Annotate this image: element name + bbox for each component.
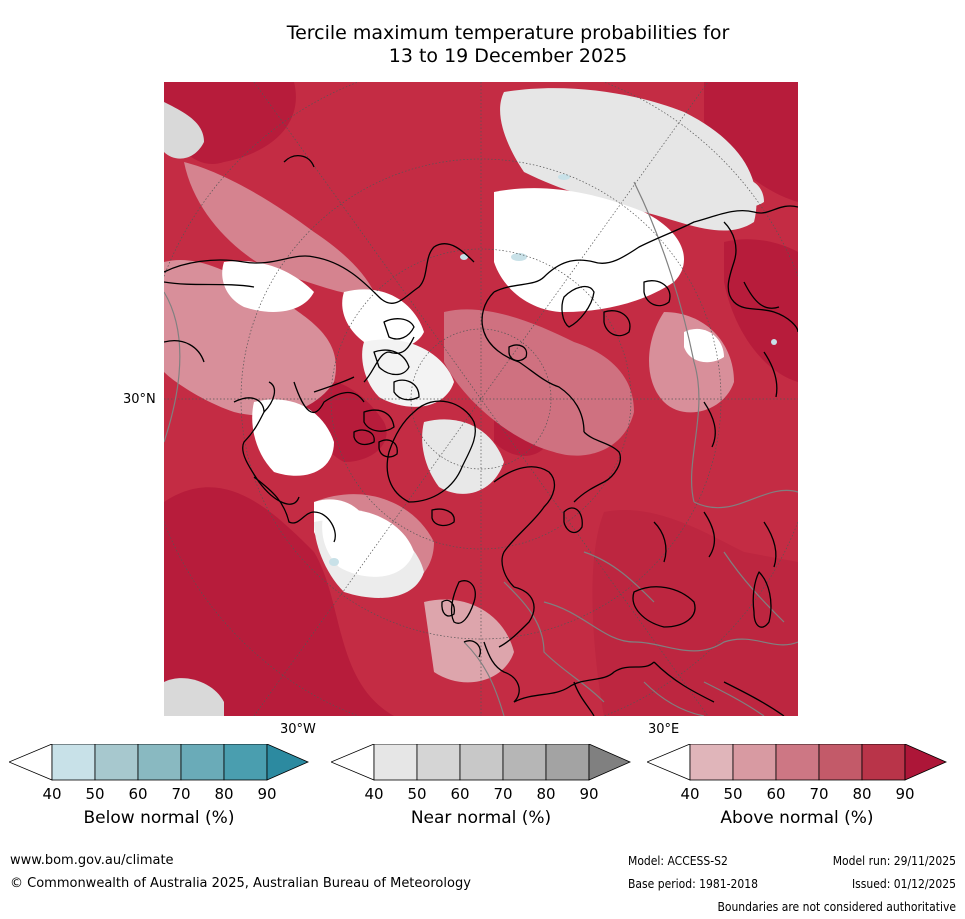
map-region-below bbox=[329, 558, 339, 566]
map-region-below bbox=[460, 254, 468, 260]
map-region-white bbox=[684, 328, 724, 363]
colorbar-swatch bbox=[94, 744, 139, 781]
latitude-label: 30°N bbox=[123, 392, 156, 407]
colorbar-tick: 60 bbox=[128, 785, 148, 803]
colorbar-swatch bbox=[647, 744, 691, 781]
colorbar-tick: 70 bbox=[809, 785, 829, 803]
map-region-white bbox=[222, 261, 314, 312]
colorbar-tick: 70 bbox=[493, 785, 513, 803]
colorbar-swatch bbox=[904, 744, 947, 781]
colorbar-tick: 40 bbox=[42, 785, 62, 803]
issued-date: Issued: 01/12/2025 bbox=[851, 877, 956, 891]
map-region-dark bbox=[704, 82, 798, 202]
map-region-white bbox=[362, 339, 454, 407]
title-line-1: Tercile maximum temperature probabilitie… bbox=[286, 22, 730, 44]
colorbar-tick: 70 bbox=[171, 785, 191, 803]
colorbar-swatch bbox=[818, 744, 863, 781]
colorbar-swatch bbox=[588, 744, 631, 781]
colorbar-near-normal: 40 50 60 70 80 90 Near normal (%) bbox=[331, 744, 631, 834]
country-borders bbox=[164, 181, 798, 716]
map-region-white bbox=[252, 399, 334, 476]
base-period: Base period: 1981-2018 bbox=[628, 877, 759, 891]
colorbar-swatch bbox=[545, 744, 590, 781]
model-name: Model: ACCESS-S2 bbox=[628, 854, 728, 868]
colorbar-swatch bbox=[689, 744, 734, 781]
colorbar-tick: 50 bbox=[407, 785, 427, 803]
map-region-near bbox=[164, 678, 224, 716]
map-region-near bbox=[422, 419, 504, 494]
colorbar-swatch bbox=[180, 744, 225, 781]
colorbar-tick: 60 bbox=[766, 785, 786, 803]
colorbar-swatch bbox=[223, 744, 268, 781]
colorbar-tick: 90 bbox=[257, 785, 277, 803]
map-region-below bbox=[558, 174, 570, 180]
colorbar-label: Below normal (%) bbox=[83, 808, 235, 828]
colorbar-swatch bbox=[266, 744, 309, 781]
colorbar-swatch bbox=[137, 744, 182, 781]
map-region-dark bbox=[592, 510, 798, 716]
colorbar-swatch bbox=[732, 744, 777, 781]
colorbar-swatch bbox=[775, 744, 820, 781]
colorbar-swatch bbox=[416, 744, 461, 781]
colorbar-tick: 50 bbox=[85, 785, 105, 803]
map-region-near bbox=[500, 88, 757, 231]
map-region-light bbox=[164, 260, 336, 416]
colorbar-swatch bbox=[861, 744, 906, 781]
model-run: Model run: 29/11/2025 bbox=[832, 854, 956, 868]
colorbar-above-normal-swatches bbox=[647, 744, 947, 781]
colorbar-near-normal-swatches bbox=[331, 744, 631, 781]
coastlines bbox=[164, 155, 798, 716]
colorbar-label: Above normal (%) bbox=[720, 808, 874, 828]
map-region-white bbox=[322, 509, 414, 577]
colorbar-tick: 80 bbox=[852, 785, 872, 803]
colorbar-above-normal: 40 50 60 70 80 90 Above normal (%) bbox=[647, 744, 947, 834]
map-region-near bbox=[164, 102, 204, 159]
title-line-2: 13 to 19 December 2025 bbox=[388, 45, 628, 67]
colorbar-label: Near normal (%) bbox=[410, 808, 552, 828]
disclaimer: Boundaries are not considered authoritat… bbox=[717, 900, 956, 914]
colorbar-swatch bbox=[459, 744, 504, 781]
longitude-label-west: 30°W bbox=[280, 722, 316, 737]
map-region-white bbox=[342, 289, 424, 349]
colorbar-swatch bbox=[373, 744, 418, 781]
colorbar-below-normal-swatches bbox=[9, 744, 309, 781]
colorbar-tick: 80 bbox=[536, 785, 556, 803]
map-region-white bbox=[538, 232, 614, 284]
longitude-label-east: 30°E bbox=[648, 722, 680, 737]
colorbar-tick: 90 bbox=[895, 785, 915, 803]
colorbar-tick: 60 bbox=[450, 785, 470, 803]
colorbar-tick: 40 bbox=[680, 785, 700, 803]
website-link[interactable]: www.bom.gov.au/climate bbox=[10, 853, 174, 868]
map-region-dark bbox=[724, 239, 798, 382]
colorbar-tick: 50 bbox=[723, 785, 743, 803]
colorbar-below-normal: 40 50 60 70 80 90 Below normal (%) bbox=[9, 744, 309, 834]
map-region-light bbox=[184, 162, 374, 295]
colorbar-swatch bbox=[331, 744, 375, 781]
colorbar-swatch bbox=[9, 744, 53, 781]
colorbar-tick: 40 bbox=[364, 785, 384, 803]
map-region-near bbox=[724, 178, 764, 208]
colorbar-swatch bbox=[51, 744, 96, 781]
graticule bbox=[164, 82, 798, 716]
colorbar-swatch bbox=[502, 744, 547, 781]
map-region-below bbox=[511, 253, 527, 261]
map-region-light bbox=[444, 309, 634, 456]
colorbar-tick: 90 bbox=[579, 785, 599, 803]
map-canvas bbox=[164, 82, 798, 716]
colorbar-tick: 80 bbox=[214, 785, 234, 803]
copyright-text: © Commonwealth of Australia 2025, Austra… bbox=[10, 876, 471, 891]
map-region-below bbox=[771, 339, 777, 345]
map-title: Tercile maximum temperature probabilitie… bbox=[160, 22, 856, 68]
probability-map bbox=[164, 82, 798, 716]
map-region-dark bbox=[164, 487, 394, 716]
